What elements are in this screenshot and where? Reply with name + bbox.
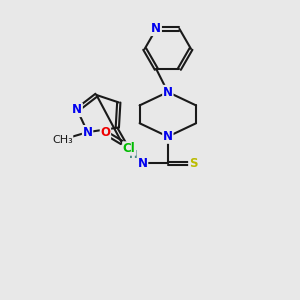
Text: CH₃: CH₃ xyxy=(52,135,73,145)
Text: N: N xyxy=(138,157,148,170)
Text: Cl: Cl xyxy=(123,142,136,155)
Text: N: N xyxy=(82,126,93,139)
Text: S: S xyxy=(189,157,197,170)
Text: N: N xyxy=(72,103,82,116)
Text: N: N xyxy=(151,22,161,35)
Text: N: N xyxy=(163,130,173,143)
Text: O: O xyxy=(100,126,110,139)
Text: N: N xyxy=(163,85,173,98)
Text: H: H xyxy=(129,150,137,160)
